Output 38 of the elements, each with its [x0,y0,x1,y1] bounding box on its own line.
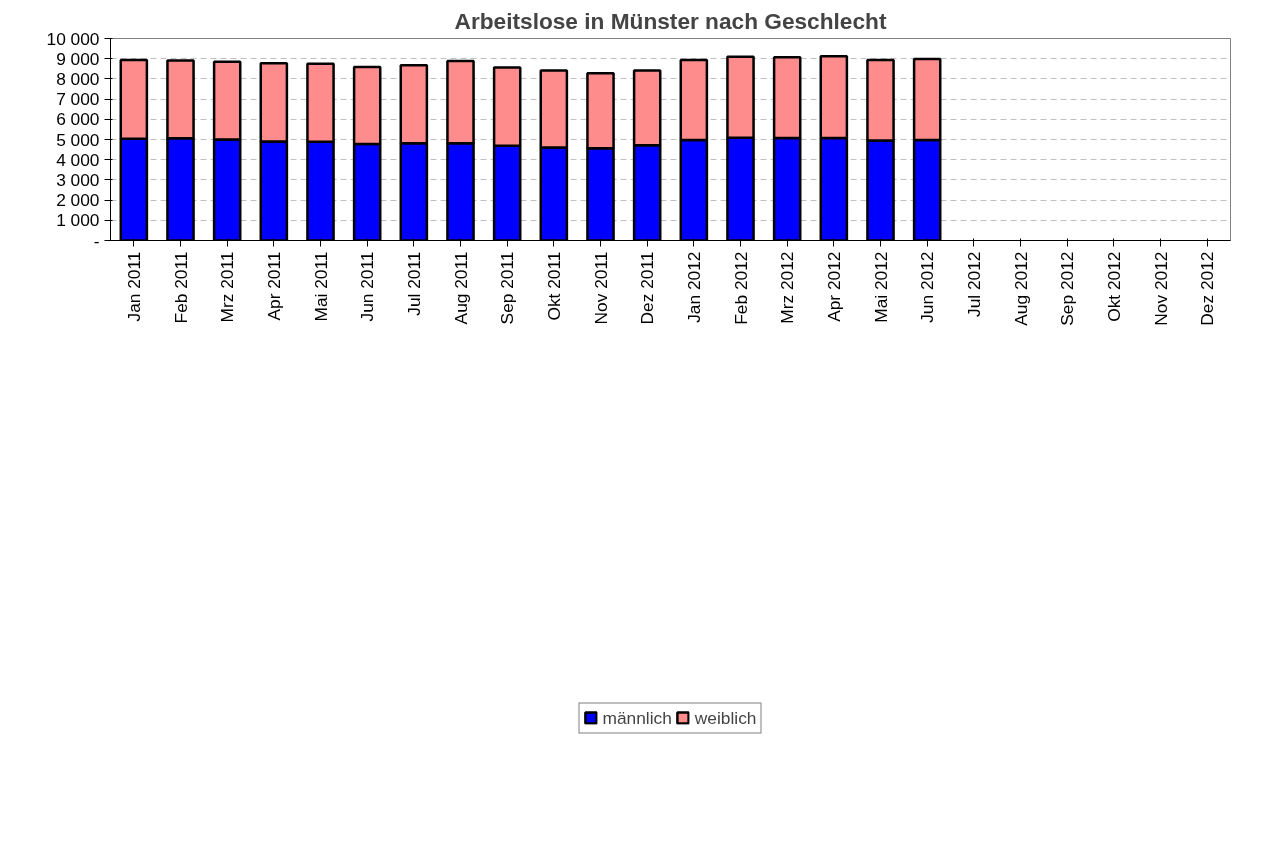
x-tick-label: Okt 2011 [543,251,564,321]
x-tick-label: Mai 2012 [870,251,891,323]
y-tick-label: 1 000 [56,210,100,231]
x-tick-label: Nov 2012 [1150,251,1171,326]
y-tick-label: 3 000 [56,169,100,190]
x-tick-label: Jan 2012 [683,251,704,323]
x-tick-label: Feb 2012 [730,251,751,325]
y-tick-label: 4 000 [56,149,100,170]
y-tick-label: 9 000 [56,48,100,69]
x-tick-label: Aug 2012 [1010,251,1031,326]
x-tick-label: Sep 2011 [497,251,518,325]
y-tick-label: - [93,230,100,251]
y-tick-label: 6 000 [56,109,100,130]
x-tick-label: Jun 2012 [917,251,938,323]
x-tick-label: Jun 2011 [357,251,378,322]
legend-label: männlich [602,707,672,729]
legend-label: weiblich [694,707,757,729]
x-tick-label: Dez 2012 [1197,251,1218,326]
x-tick-label: Dez 2011 [637,251,658,325]
x-tick-label: Aug 2011 [450,251,471,325]
x-tick-label: Nov 2011 [590,251,611,325]
x-tick-label: Mrz 2011 [217,251,238,323]
y-tick-label: 5 000 [56,129,100,150]
y-tick-label: 10 000 [46,28,100,49]
x-tick-label: Okt 2012 [1103,251,1124,322]
x-tick-label: Apr 2012 [823,251,844,322]
x-tick-label: Sep 2012 [1057,251,1078,326]
x-tick-label: Apr 2011 [263,251,284,321]
x-tick-label: Mrz 2012 [777,251,798,324]
chart-title: Arbeitslose in Münster nach Geschlecht [454,7,887,34]
x-tick-label: Jan 2011 [123,251,144,322]
y-tick-label: 2 000 [56,190,100,211]
x-tick-label: Jul 2012 [963,251,984,318]
x-tick-label: Jul 2011 [403,251,424,316]
x-tick-label: Feb 2011 [170,251,191,324]
x-tick-label: Mai 2011 [310,251,331,322]
y-tick-label: 7 000 [56,89,100,110]
y-tick-label: 8 000 [56,68,100,89]
